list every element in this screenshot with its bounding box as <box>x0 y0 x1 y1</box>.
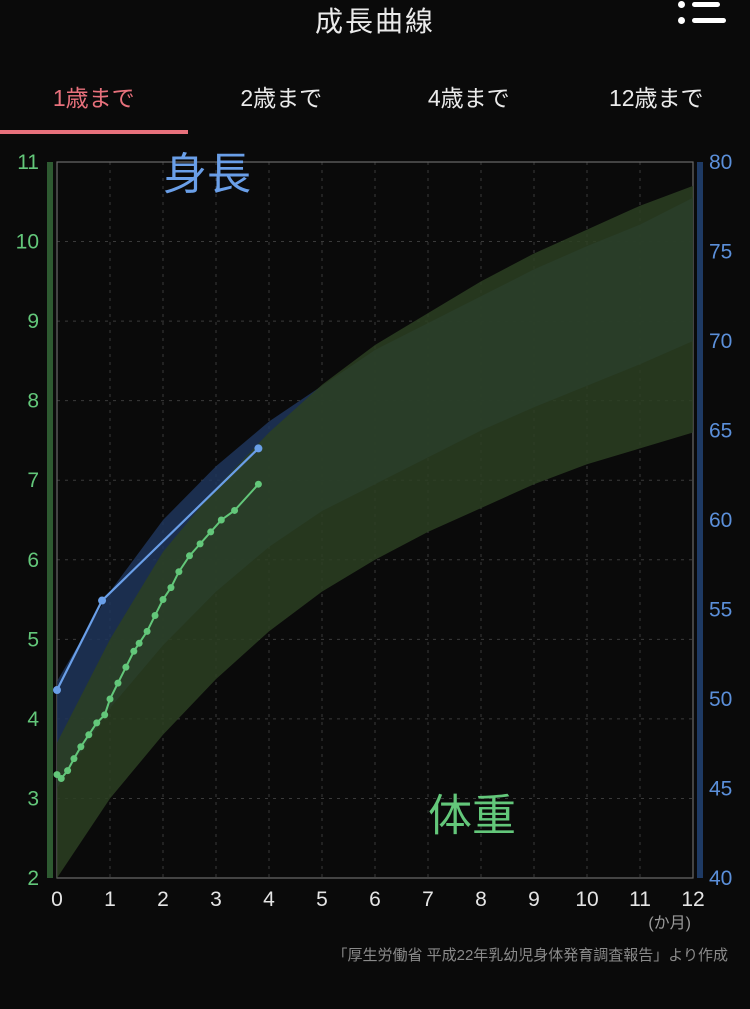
height-point <box>53 686 61 694</box>
height-label: 身長 <box>163 150 251 199</box>
weight-point <box>101 711 108 718</box>
weight-point <box>167 584 174 591</box>
x-tick: 12 <box>681 888 704 911</box>
weight-point <box>231 507 238 514</box>
weight-point <box>77 743 84 750</box>
weight-point <box>160 596 167 603</box>
x-tick: 7 <box>422 888 434 911</box>
page-title: 成長曲線 <box>315 6 435 37</box>
weight-point <box>64 767 71 774</box>
x-tick: 2 <box>157 888 169 911</box>
weight-point <box>136 640 143 647</box>
weight-point <box>197 540 204 547</box>
right-tick: 55 <box>709 599 732 622</box>
right-tick: 75 <box>709 241 732 264</box>
right-tick: 60 <box>709 509 732 532</box>
weight-point <box>130 648 137 655</box>
right-axis-bar <box>697 162 703 878</box>
tab-0[interactable]: 1歳まで <box>0 74 188 134</box>
weight-point <box>207 528 214 535</box>
tab-1[interactable]: 2歳まで <box>188 74 376 134</box>
right-tick: 45 <box>709 778 732 801</box>
right-tick: 70 <box>709 330 732 353</box>
weight-point <box>175 568 182 575</box>
left-axis-bar <box>47 162 53 878</box>
tab-2[interactable]: 4歳まで <box>375 74 563 134</box>
left-tick: 4 <box>27 708 39 731</box>
weight-point <box>255 481 262 488</box>
weight-point <box>114 680 121 687</box>
weight-point <box>144 628 151 635</box>
x-tick: 8 <box>475 888 487 911</box>
weight-point <box>70 755 77 762</box>
tab-3[interactable]: 12歳まで <box>563 74 750 134</box>
weight-label: 体重 <box>428 791 516 840</box>
left-tick: 9 <box>27 310 39 333</box>
age-tabs: 1歳まで2歳まで4歳まで12歳まで <box>0 74 750 134</box>
right-tick: 40 <box>709 867 732 890</box>
left-tick: 10 <box>16 231 39 254</box>
x-tick: 3 <box>210 888 222 911</box>
weight-point <box>152 612 159 619</box>
x-unit: (か月) <box>648 915 691 932</box>
growth-chart: 身長体重0123456789101112(か月)(kg)234567891011… <box>0 148 750 938</box>
x-tick: 4 <box>263 888 275 911</box>
x-tick: 1 <box>104 888 116 911</box>
height-point <box>254 444 262 452</box>
weight-point <box>107 696 114 703</box>
right-tick: 50 <box>709 688 732 711</box>
right-tick: 65 <box>709 420 732 443</box>
left-tick: 5 <box>27 628 39 651</box>
list-menu-icon[interactable] <box>678 0 722 32</box>
height-point <box>98 597 106 605</box>
weight-point <box>93 719 100 726</box>
x-tick: 9 <box>528 888 540 911</box>
left-tick: 6 <box>27 549 39 572</box>
attribution-text: 「厚生労働省 平成22年乳幼児身体発育調査報告」より作成 <box>0 944 750 965</box>
weight-point <box>122 664 129 671</box>
x-tick: 10 <box>575 888 598 911</box>
left-tick: 8 <box>27 390 39 413</box>
left-tick: 3 <box>27 787 39 810</box>
x-tick: 11 <box>629 888 651 911</box>
x-tick: 0 <box>51 888 63 911</box>
weight-point <box>218 517 225 524</box>
weight-point <box>58 775 65 782</box>
weight-point <box>186 552 193 559</box>
weight-point <box>85 731 92 738</box>
left-tick: 11 <box>17 151 39 174</box>
right-tick: 80 <box>709 151 732 174</box>
left-tick: 7 <box>27 469 39 492</box>
left-tick: 2 <box>27 867 39 890</box>
x-tick: 5 <box>316 888 328 911</box>
x-tick: 6 <box>369 888 381 911</box>
